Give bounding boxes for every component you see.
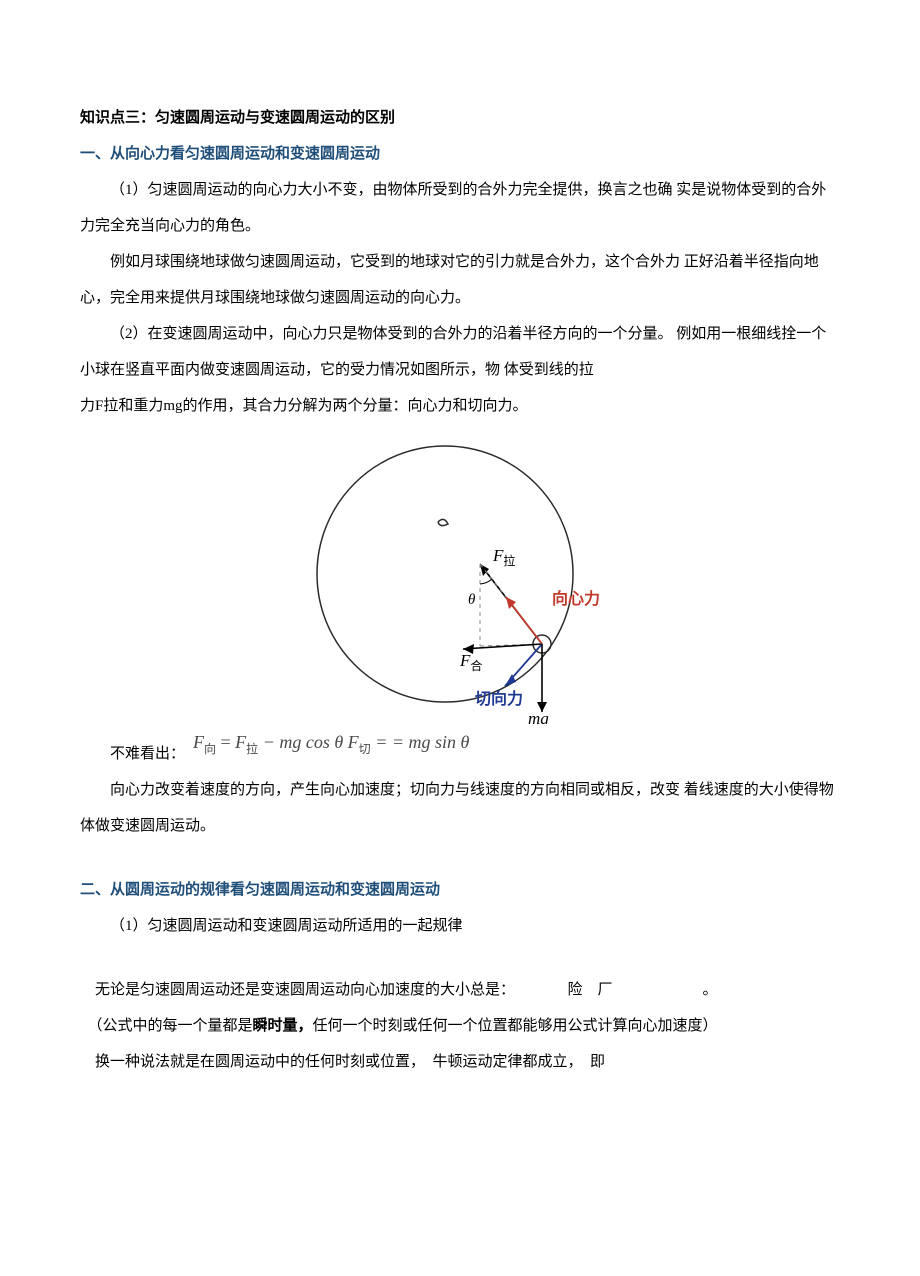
diagram-label-theta: θ: [468, 592, 476, 608]
knowledge-point-title: 知识点三：匀速圆周运动与变速圆周运动的区别: [80, 100, 840, 136]
section-a-heading: 一、从向心力看匀速圆周运动和变速圆周运动: [80, 136, 840, 172]
formula-intro: 不难看出：: [80, 736, 185, 772]
section-b-p2: 无论是匀速圆周运动还是变速圆周运动向心加速度的大小总是： 险 厂 。: [80, 972, 840, 1008]
section-a-p4: 力F拉和重力mg的作用，其合力分解为两个分量：向心力和切向力。: [80, 388, 840, 424]
diagram-label-mg: mg: [528, 709, 549, 724]
section-a-p2: 例如月球围绕地球做匀速圆周运动，它受到的地球对它的引力就是合外力，这个合外力 正…: [80, 244, 840, 316]
diagram-label-fhe: F: [459, 651, 471, 670]
section-b-p4: 换一种说法就是在圆周运动中的任何时刻或位置， 牛顿运动定律都成立， 即: [80, 1044, 840, 1080]
diagram-label-tangential: 切向力: [475, 689, 523, 708]
section-a-p1: （1）匀速圆周运动的向心力大小不变，由物体所受到的合外力完全提供，换言之也确 实…: [80, 172, 840, 244]
svg-text:F合: F合: [459, 651, 482, 673]
svg-text:F向 = F拉 − mg cos θ F切 = = m: F向 = F拉 − mg cos θ F切 = = mg sin θ: [193, 732, 469, 756]
formula-svg: F向 = F拉 − mg cos θ F切 = = mg sin θ: [193, 728, 523, 772]
diagram-label-fla: F: [492, 546, 504, 565]
svg-text:F拉: F拉: [492, 546, 515, 568]
section-b-p3: （公式中的每一个量都是瞬时量，任何一个时刻或任何一个位置都能够用公式计算向心加速…: [80, 1008, 840, 1044]
formula-row: 不难看出： F向 = F拉 − mg cos θ F切 = = mg sin θ: [80, 728, 840, 772]
section-a-p5: 向心力改变着速度的方向，产生向心加速度；切向力与线速度的方向相同或相反，改变 着…: [80, 772, 840, 844]
force-diagram: F拉 θ 向心力 F合 切向力 mg: [80, 434, 840, 728]
section-b-heading: 二、从圆周运动的规律看匀速圆周运动和变速圆周运动: [80, 872, 840, 908]
section-a-p3: （2）在变速圆周运动中，向心力只是物体受到的合外力的沿着半径方向的一个分量。 例…: [80, 316, 840, 388]
section-b-p1: （1）匀速圆周运动和变速圆周运动所适用的一起规律: [80, 908, 840, 944]
diagram-label-centripetal: 向心力: [552, 589, 600, 608]
